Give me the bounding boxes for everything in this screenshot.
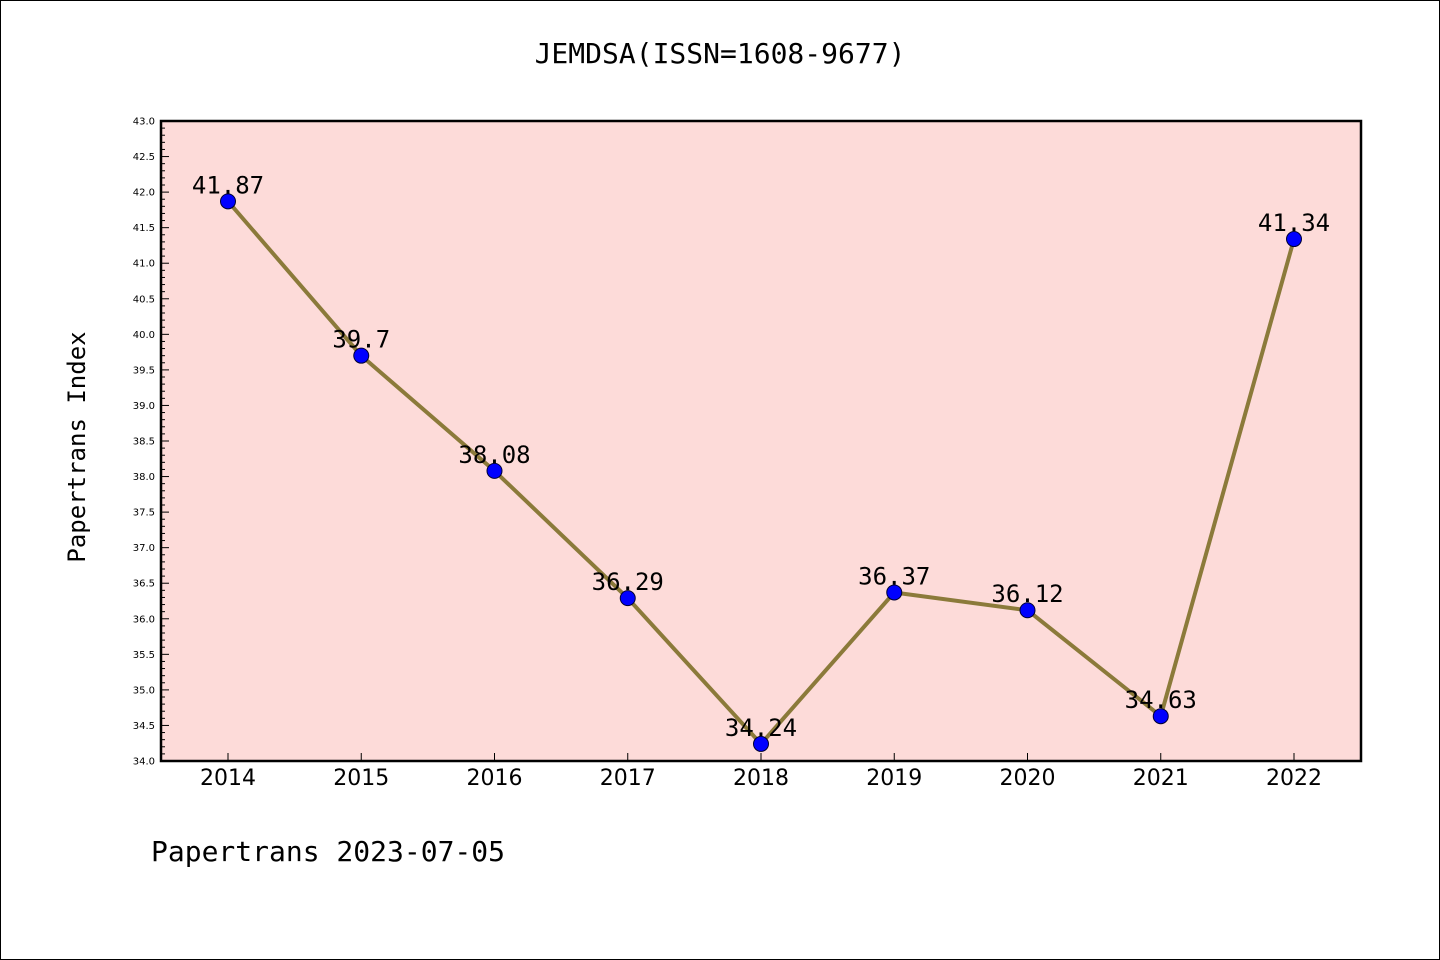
y-tick-label: 35.0 — [133, 685, 155, 696]
x-tick-label: 2015 — [333, 766, 389, 791]
data-point — [486, 462, 503, 479]
data-point — [619, 590, 636, 607]
chart-title: JEMDSA(ISSN=1608-9677) — [534, 37, 906, 70]
footer-caption: Papertrans 2023-07-05 — [151, 835, 506, 868]
plot-frame — [159, 119, 1363, 763]
data-point — [1152, 708, 1169, 725]
data-label: 34.24 — [725, 714, 797, 742]
y-tick-label: 41.5 — [133, 223, 155, 234]
data-label: 36.37 — [858, 562, 930, 590]
data-point — [1286, 231, 1302, 248]
y-tick-label: 37.5 — [133, 508, 155, 519]
y-tick-label: 37.0 — [133, 543, 155, 554]
data-label: 36.29 — [592, 568, 664, 596]
y-tick-label: 41.0 — [133, 259, 155, 270]
data-label: 39.7 — [332, 326, 390, 354]
data-label: 34.63 — [1125, 686, 1197, 714]
y-tick-label: 34.5 — [133, 721, 155, 732]
data-label: 38.08 — [458, 441, 530, 469]
data-point — [353, 347, 370, 364]
y-tick-label: 38.0 — [133, 472, 155, 483]
y-tick-label: 35.5 — [133, 650, 155, 661]
y-tick-label: 39.0 — [133, 401, 155, 412]
x-tick-label: 2019 — [866, 766, 922, 791]
y-tick-label: 36.5 — [133, 579, 155, 590]
x-tick-label: 2014 — [200, 766, 256, 791]
y-tick-label: 38.5 — [133, 437, 155, 448]
x-tick-label: 2017 — [600, 766, 656, 791]
data-point — [753, 735, 769, 752]
data-point — [1019, 602, 1036, 619]
y-tick-label: 36.0 — [133, 614, 155, 625]
x-tick-label: 2022 — [1266, 766, 1322, 791]
y-tick-label: 40.0 — [133, 330, 155, 341]
data-point — [220, 193, 236, 210]
x-tick-label: 2016 — [467, 766, 523, 791]
y-tick-label: 42.0 — [133, 188, 155, 199]
y-tick-label: 34.0 — [133, 757, 155, 768]
x-tick-label: 2018 — [733, 766, 789, 791]
data-label: 41.34 — [1258, 209, 1330, 237]
y-tick-label: 39.5 — [133, 365, 155, 376]
x-tick-label: 2020 — [1000, 766, 1056, 791]
y-tick-label: 40.5 — [133, 294, 155, 305]
plot-area — [161, 121, 1361, 761]
data-label: 36.12 — [991, 580, 1063, 608]
y-tick-label: 43.0 — [133, 117, 155, 128]
data-label: 41.87 — [192, 171, 264, 199]
y-tick-label: 42.5 — [133, 152, 155, 163]
data-point — [886, 584, 903, 601]
x-tick-label: 2021 — [1133, 766, 1189, 791]
